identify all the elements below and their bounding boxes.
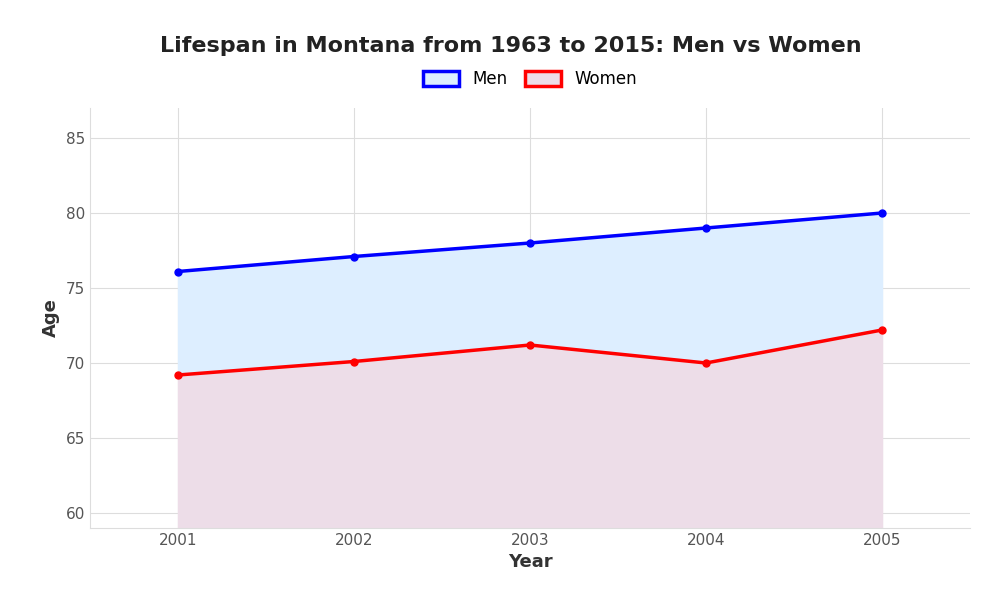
- Text: Lifespan in Montana from 1963 to 2015: Men vs Women: Lifespan in Montana from 1963 to 2015: M…: [160, 37, 862, 56]
- Y-axis label: Age: Age: [42, 299, 60, 337]
- Legend: Men, Women: Men, Women: [414, 62, 646, 97]
- X-axis label: Year: Year: [508, 553, 552, 571]
